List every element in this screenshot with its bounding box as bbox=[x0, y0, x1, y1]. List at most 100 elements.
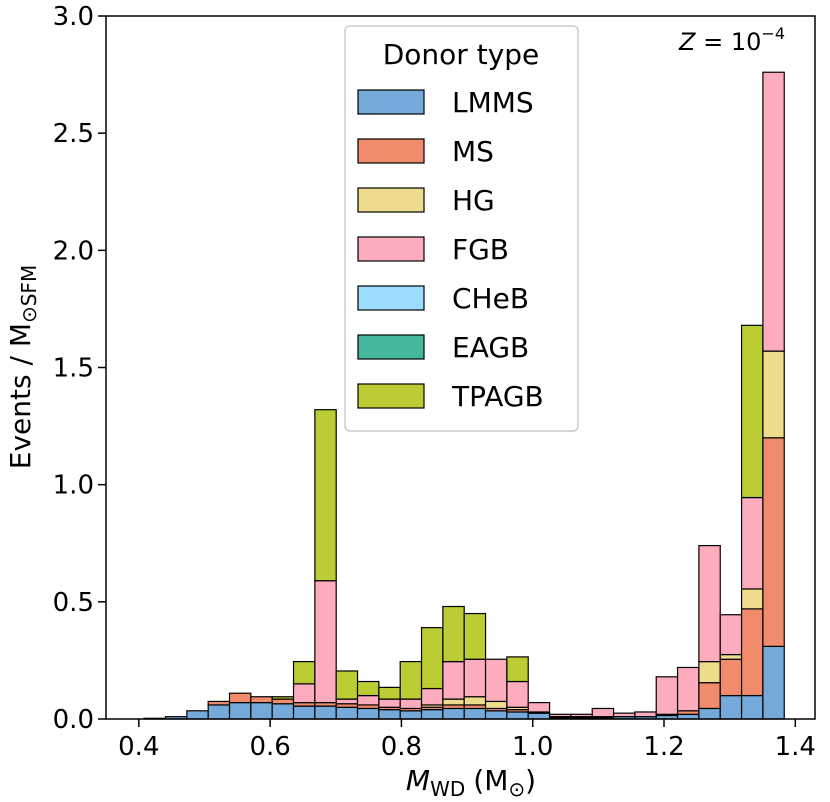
bar-hg-15 bbox=[463, 696, 487, 706]
bar-lmms-8 bbox=[314, 705, 337, 720]
bar-fgb-26 bbox=[698, 544, 721, 663]
bar-fgb-17 bbox=[506, 680, 529, 708]
bar-tpagb-12 bbox=[399, 660, 423, 700]
bar-fgb-13 bbox=[420, 687, 444, 706]
bar-lmms-5 bbox=[250, 701, 273, 720]
legend-swatch-ms bbox=[357, 138, 425, 164]
bar-ms-6 bbox=[271, 698, 295, 705]
bar-lmms-6 bbox=[271, 703, 295, 720]
bar-fgb-24 bbox=[655, 676, 679, 715]
x-axis-ticks: 0.4 0.6 0.8 1.0 1.2 1.4 bbox=[118, 719, 816, 762]
bar-hg-16 bbox=[484, 700, 508, 710]
bar-lmms-29 bbox=[762, 645, 785, 720]
bar-hg-28 bbox=[740, 588, 764, 610]
bar-lmms-2 bbox=[186, 710, 209, 720]
bar-lmms-27 bbox=[719, 694, 743, 720]
legend-label-hg: HG bbox=[452, 184, 495, 217]
y-tick-label: 0.0 bbox=[53, 705, 94, 735]
bar-tpagb-17 bbox=[506, 656, 529, 683]
legend-swatch-hg bbox=[357, 187, 425, 213]
bar-tpagb-8 bbox=[314, 409, 337, 582]
bar-ms-28 bbox=[740, 608, 764, 697]
annotation-equals: = 10 bbox=[696, 28, 762, 56]
legend-swatch-eagb bbox=[357, 334, 425, 360]
legend-label-lmms: LMMS bbox=[452, 86, 534, 119]
x-tick-label: 1.0 bbox=[512, 732, 553, 762]
bar-fgb-15 bbox=[463, 658, 487, 698]
bar-tpagb-13 bbox=[420, 627, 444, 690]
bar-tpagb-10 bbox=[356, 680, 380, 697]
bar-lmms-17 bbox=[506, 711, 529, 720]
bar-tpagb-9 bbox=[335, 670, 359, 700]
bar-fgb-10 bbox=[356, 694, 380, 706]
legend-title: Donor type bbox=[383, 38, 540, 71]
legend-swatch-cheb bbox=[357, 285, 425, 311]
bar-fgb-29 bbox=[762, 71, 785, 352]
bar-tpagb-6 bbox=[271, 696, 295, 700]
legend-box bbox=[344, 25, 579, 432]
bar-ms-4 bbox=[228, 692, 252, 704]
bar-fgb-16 bbox=[484, 658, 508, 703]
bar-fgb-23 bbox=[634, 711, 657, 718]
x-tick-label: 1.2 bbox=[643, 732, 684, 762]
bar-ms-3 bbox=[207, 700, 231, 706]
bar-lmms-4 bbox=[228, 701, 252, 720]
bar-tpagb-7 bbox=[292, 660, 316, 685]
y-axis-ticks: 0.0 0.5 1.0 1.5 2.0 2.5 3.0 bbox=[53, 2, 106, 735]
bars-layer bbox=[143, 71, 785, 720]
annotation-exponent: −4 bbox=[761, 24, 785, 43]
bar-hg-14 bbox=[442, 698, 465, 706]
bar-lmms-14 bbox=[442, 707, 465, 720]
x-axis-label-close: ) bbox=[525, 764, 536, 797]
bar-lmms-3 bbox=[207, 704, 231, 720]
bar-fgb-22 bbox=[612, 712, 636, 718]
y-tick-label: 0.5 bbox=[53, 588, 94, 618]
bar-lmms-26 bbox=[698, 707, 721, 720]
legend-label-cheb: CHeB bbox=[452, 282, 529, 315]
x-axis-label: MWD (M⊙) bbox=[406, 764, 536, 801]
x-axis-label-unit-subscript: ⊙ bbox=[508, 777, 525, 801]
bar-fgb-12 bbox=[399, 698, 423, 710]
x-tick-label: 0.4 bbox=[118, 732, 159, 762]
legend-swatch-lmms bbox=[357, 89, 425, 115]
bar-lmms-15 bbox=[463, 707, 487, 720]
bar-lmms-13 bbox=[420, 709, 444, 720]
x-tick-label: 0.8 bbox=[381, 732, 422, 762]
y-axis-label: Events / M⊙SFM bbox=[4, 265, 41, 469]
metallicity-annotation: Z = 10−4 bbox=[678, 24, 785, 56]
x-tick-label: 0.6 bbox=[249, 732, 290, 762]
y-tick-label: 1.5 bbox=[53, 354, 94, 384]
x-axis-label-symbol: M bbox=[406, 764, 430, 797]
bar-tpagb-15 bbox=[463, 612, 487, 660]
legend-label-ms: MS bbox=[452, 135, 494, 168]
bar-lmms-16 bbox=[484, 710, 508, 720]
bar-hg-29 bbox=[762, 350, 785, 439]
x-axis-label-subscript: WD bbox=[430, 777, 465, 801]
bar-fgb-9 bbox=[335, 698, 359, 705]
y-tick-label: 3.0 bbox=[53, 2, 94, 32]
x-tick-label: 1.4 bbox=[775, 732, 816, 762]
bar-fgb-19 bbox=[548, 713, 572, 718]
annotation-symbol: Z bbox=[678, 28, 696, 56]
legend-items: LMMS MS HG FGB CHeB EAGB TPAGB bbox=[357, 86, 544, 413]
bar-tpagb-28 bbox=[740, 324, 764, 499]
bar-fgb-21 bbox=[591, 707, 615, 718]
bar-lmms-7 bbox=[292, 705, 316, 720]
bar-fgb-7 bbox=[292, 683, 316, 704]
bar-lmms-9 bbox=[335, 706, 359, 720]
y-axis-label-subscript: ⊙SFM bbox=[17, 265, 41, 323]
bar-tpagb-14 bbox=[442, 605, 465, 663]
bar-lmms-10 bbox=[356, 707, 380, 720]
bar-ms-29 bbox=[762, 437, 785, 647]
bar-fgb-25 bbox=[676, 666, 700, 712]
bar-fgb-28 bbox=[740, 496, 764, 590]
y-axis-label-main: Events / M bbox=[4, 323, 37, 469]
bar-fgb-27 bbox=[719, 614, 743, 656]
bar-fgb-14 bbox=[442, 660, 465, 700]
bar-lmms-11 bbox=[378, 709, 401, 720]
bar-lmms-12 bbox=[399, 710, 423, 720]
bar-tpagb-11 bbox=[378, 686, 401, 700]
x-axis-label-unit: (M bbox=[473, 764, 508, 797]
legend-label-tpagb: TPAGB bbox=[451, 380, 544, 413]
